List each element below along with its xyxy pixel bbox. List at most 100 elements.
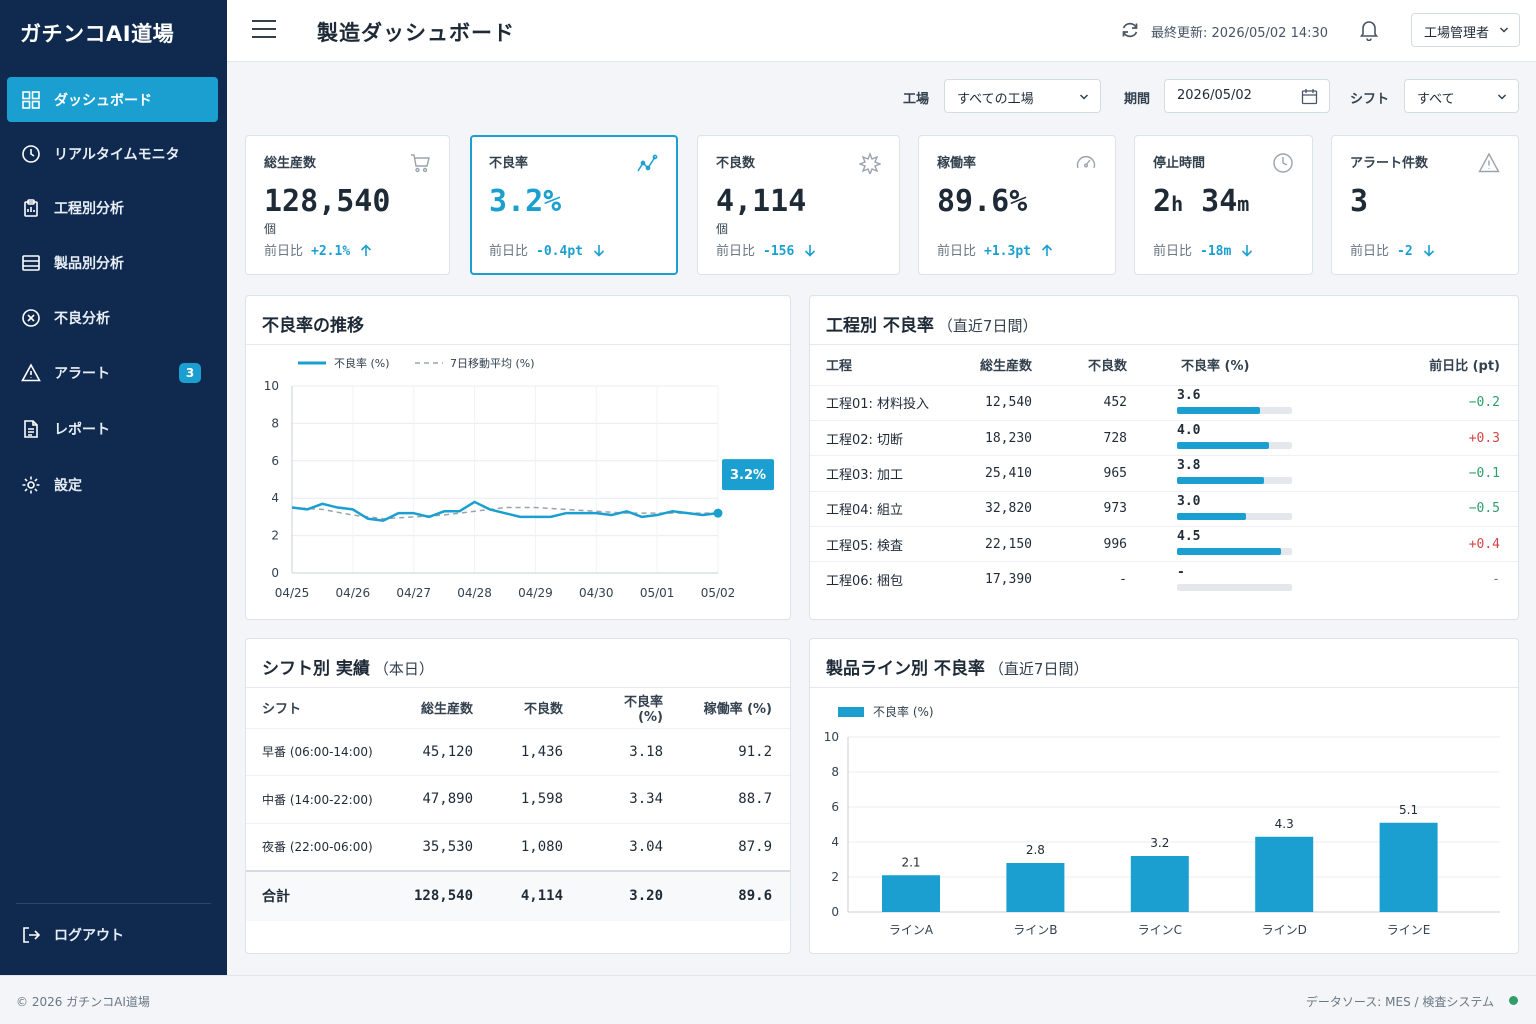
sidebar-item-label: ダッシュボード	[54, 92, 152, 109]
legend-label: 7日移動平均 (%)	[450, 356, 535, 370]
clipboard-icon	[24, 198, 38, 217]
period-date-input[interactable]: 2026/05/02	[1164, 79, 1330, 113]
kpi-card-defect-rate[interactable]: 不良率 3.2% 前日比 -0.4pt	[470, 135, 678, 275]
table-total-row: 合計 128,540 4,114 3.20 89.6	[246, 869, 790, 921]
column-header[interactable]: 前日比 (pt)	[1429, 359, 1500, 375]
process-name: 工程05: 検査	[810, 526, 960, 562]
delta-label: 前日比	[1350, 244, 1390, 259]
user-menu-button[interactable]: 工場管理者	[1411, 13, 1520, 47]
period-filter-label: 期間	[1124, 92, 1151, 107]
delta-label: 前日比	[937, 244, 977, 259]
production-cell: 128,540	[396, 869, 492, 921]
sidebar-item-alerts[interactable]: アラート 3	[7, 350, 218, 395]
production-cell: 32,820	[960, 490, 1050, 527]
bar	[1379, 822, 1438, 912]
sidebar-item-process-analysis[interactable]: 工程別分析	[7, 185, 218, 230]
column-header[interactable]: 総生産数	[979, 359, 1032, 375]
kpi-unit: 個	[264, 222, 277, 236]
chevron-down-icon	[1499, 27, 1509, 33]
bar	[882, 875, 940, 912]
bar	[1255, 836, 1314, 912]
column-header[interactable]: シフト	[262, 702, 302, 718]
shift-filter-label: シフト	[1350, 92, 1390, 107]
panel-title: 不良率の推移	[262, 316, 364, 336]
legend-label: 不良率 (%)	[334, 356, 390, 370]
logout-icon	[23, 926, 41, 943]
process-name: 工程06: 梱包	[810, 561, 960, 598]
y-tick-label: 10	[824, 730, 839, 744]
y-tick-label: 6	[271, 454, 279, 468]
kpi-label: アラート件数	[1350, 156, 1429, 171]
table-row[interactable]: 工程04: 組立 32,820 973 3.0 −0.5	[810, 490, 1518, 527]
defects-cell: 4,114	[491, 869, 582, 921]
shift-select[interactable]: すべて	[1404, 79, 1519, 113]
kpi-card-downtime[interactable]: 停止時間 2h 34m 前日比 -18m	[1134, 135, 1313, 275]
production-cell: 22,150	[960, 526, 1050, 562]
sidebar-item-dashboard[interactable]: ダッシュボード	[7, 77, 218, 122]
defects-cell: 452	[1050, 384, 1145, 421]
table-row[interactable]: 夜番 (22:00-06:00) 35,530 1,080 3.04 87.9	[246, 822, 790, 871]
bar-data-label: 2.8	[1026, 843, 1045, 857]
sidebar-item-defect-analysis[interactable]: 不良分析	[7, 295, 218, 340]
kpi-card-total-production[interactable]: 総生産数 128,540 個 前日比 +2.1%	[245, 135, 450, 275]
column-header[interactable]: 不良率 (%)	[624, 694, 664, 725]
factory-select[interactable]: すべての工場	[944, 79, 1101, 113]
kpi-card-alert-count[interactable]: アラート件数 3 前日比 -2	[1331, 135, 1519, 275]
defects-cell: 973	[1050, 490, 1145, 527]
panel-divider	[246, 344, 790, 345]
document-icon	[24, 419, 38, 438]
menu-toggle-icon[interactable]	[252, 20, 276, 40]
table-row[interactable]: 早番 (06:00-14:00) 45,120 1,436 3.18 91.2	[246, 727, 790, 776]
production-cell: 25,410	[960, 455, 1050, 492]
defect-rate-cell: 3.18	[581, 727, 682, 776]
kpi-card-defect-count[interactable]: 不良数 4,114 個 前日比 -156	[697, 135, 900, 275]
delta-cell: −0.1	[1345, 455, 1518, 492]
shift-name: 中番 (14:00-22:00)	[246, 775, 396, 823]
bar-data-label: 5.1	[1399, 803, 1418, 817]
sidebar-item-settings[interactable]: 設定	[7, 462, 218, 507]
column-header[interactable]: 稼働率 (%)	[703, 702, 772, 718]
kpi-value: 128,540	[264, 184, 391, 219]
table-row[interactable]: 中番 (14:00-22:00) 47,890 1,598 3.34 88.7	[246, 775, 790, 823]
table-row[interactable]: 工程03: 加工 25,410 965 3.8 −0.1	[810, 455, 1518, 492]
kpi-label: 稼働率	[937, 156, 977, 171]
defect-rate-cell: 3.6	[1145, 384, 1345, 421]
column-header[interactable]: 工程	[826, 359, 853, 375]
legend-label: 不良率 (%)	[873, 704, 934, 719]
defect-trend-chart: 不良率 (%) 7日移動平均 (%) 0 2 4 6 8 10 04/25 04/26 04/27 0…	[264, 356, 774, 600]
uptime-cell: 87.9	[681, 822, 790, 871]
defects-cell: 996	[1050, 526, 1145, 562]
sidebar-item-realtime-monitor[interactable]: リアルタイムモニタ	[7, 131, 218, 176]
logout-button[interactable]: ログアウト	[7, 912, 218, 957]
column-header[interactable]: 不良率 (%)	[1181, 359, 1250, 375]
footer: © 2026 ガチンコAI道場 データソース: MES / 検査システム	[0, 975, 1536, 1024]
table-row[interactable]: 工程06: 梱包 17,390- - -	[810, 561, 1518, 598]
x-tick-label: ラインA	[889, 923, 934, 937]
shift-table: シフト 総生産数 不良数 不良率 (%) 稼働率 (%) 早番 (06:00-1…	[246, 688, 790, 921]
arrow-up-icon	[1041, 244, 1053, 256]
table-row[interactable]: 工程01: 材料投入 12,540 452 3.6 −0.2	[810, 384, 1518, 421]
sidebar-item-reports[interactable]: レポート	[7, 406, 218, 451]
calendar-icon	[1301, 89, 1318, 105]
uptime-cell: 89.6	[681, 869, 790, 921]
delta-value: -156	[763, 244, 795, 259]
x-circle-icon	[22, 308, 40, 327]
table-row[interactable]: 工程05: 検査 22,150 996 4.5 +0.4	[810, 526, 1518, 562]
last-updated-text: 最終更新: 2026/05/02 14:30	[1151, 26, 1329, 41]
arrow-down-icon	[1242, 245, 1253, 257]
sidebar-item-product-analysis[interactable]: 製品別分析	[7, 240, 218, 285]
column-header[interactable]: 不良数	[524, 702, 564, 718]
column-header[interactable]: 総生産数	[421, 702, 474, 718]
panel-subtitle: （本日）	[373, 660, 434, 678]
column-header[interactable]: 不良数	[1087, 359, 1127, 375]
latest-value-label: 3.2%	[730, 468, 766, 483]
bell-icon[interactable]	[1359, 19, 1379, 41]
sidebar-item-label: 製品別分析	[54, 255, 124, 272]
process-name: 工程02: 切断	[810, 419, 960, 456]
kpi-card-uptime[interactable]: 稼働率 89.6% 前日比 +1.3pt	[918, 135, 1116, 275]
refresh-icon[interactable]	[1120, 20, 1140, 40]
x-tick-label: ラインC	[1138, 923, 1182, 937]
defect-rate-value: 3.6	[1177, 387, 1201, 403]
table-row[interactable]: 工程02: 切断 18,230 728 4.0 +0.3	[810, 419, 1518, 456]
arrow-down-icon	[1423, 245, 1434, 257]
